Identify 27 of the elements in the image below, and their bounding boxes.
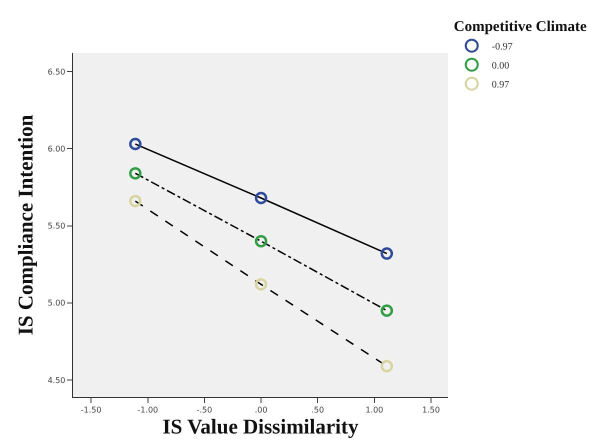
point <box>254 278 268 291</box>
x-tick-label: .00 <box>254 406 268 415</box>
x-tick-label: -.50 <box>196 406 212 415</box>
x-tick-label: 1.50 <box>422 406 440 415</box>
y-tick-label: 4.50 <box>48 376 66 385</box>
point <box>129 138 142 150</box>
legend-label: 0.00 <box>492 60 510 72</box>
legend-title: Competitive Climate <box>454 19 587 36</box>
point <box>254 192 268 204</box>
point <box>380 360 394 372</box>
point <box>254 234 268 248</box>
x-tick-label: -1.00 <box>137 406 158 415</box>
legend-label: -0.97 <box>492 42 513 53</box>
y-tick-label: 6.00 <box>48 144 66 154</box>
x-tick-label: -1.50 <box>80 406 102 415</box>
y-tick-label: 6.50 <box>48 67 66 76</box>
y-axis-title: IS Compliance Intention <box>14 114 38 336</box>
x-tick-label: .50 <box>311 406 324 415</box>
point <box>380 304 394 317</box>
y-tick-label: 5.00 <box>48 298 66 308</box>
y-tick-label: 5.50 <box>48 222 66 231</box>
point <box>129 167 142 180</box>
point <box>380 247 394 260</box>
x-axis-title: IS Value Dissimilarity <box>162 414 360 439</box>
legend-label: 0.97 <box>492 80 510 91</box>
x-tick-label: 1.00 <box>365 406 384 415</box>
point <box>129 194 142 208</box>
